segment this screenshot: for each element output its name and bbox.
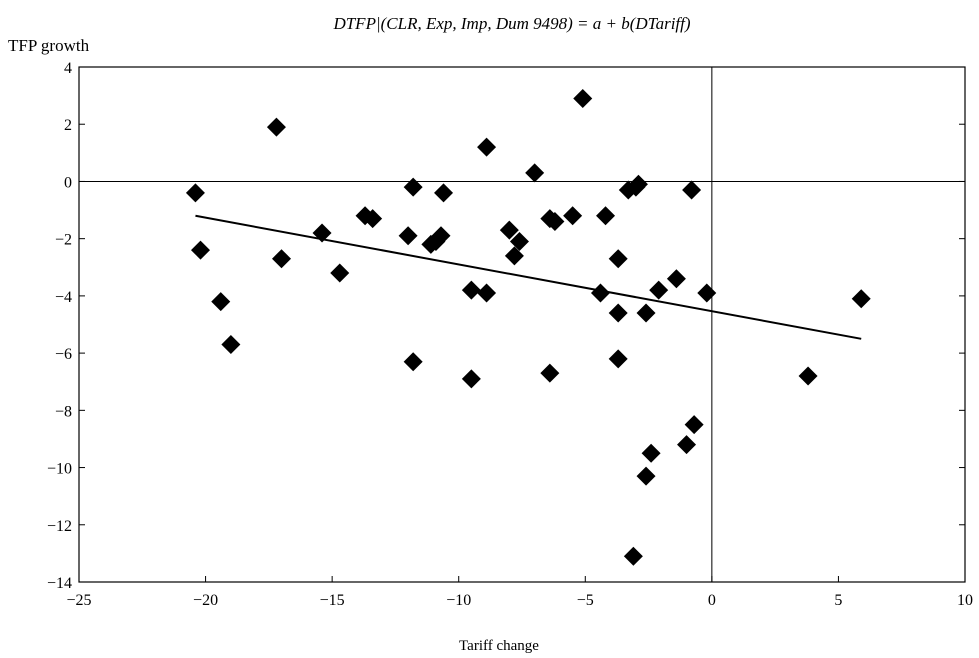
data-point [185, 183, 205, 203]
data-point [330, 263, 350, 283]
data-point [596, 206, 616, 226]
data-point [545, 212, 565, 231]
data-point [636, 466, 656, 486]
data-point [312, 223, 332, 243]
x-tick-label: −5 [577, 592, 594, 609]
plot-area-frame [78, 66, 966, 583]
x-tick-label: −10 [446, 592, 471, 609]
data-point [677, 435, 697, 455]
data-point [697, 283, 717, 303]
data-point [573, 88, 593, 108]
data-point [636, 303, 656, 323]
y-tick-label: −8 [55, 403, 72, 420]
data-point [431, 226, 451, 246]
data-point [363, 209, 383, 229]
data-point [504, 246, 524, 266]
data-point [403, 352, 423, 372]
data-point [477, 283, 497, 303]
x-tick-label: 5 [834, 592, 842, 609]
data-point [563, 206, 583, 226]
data-point [851, 289, 871, 309]
x-tick-label: 10 [957, 592, 973, 609]
data-point [191, 240, 211, 260]
data-point [649, 280, 669, 300]
x-tick-label: 0 [708, 592, 716, 609]
data-point [540, 363, 560, 383]
zero-lines [79, 67, 965, 582]
data-point [266, 117, 286, 137]
y-tick-label: −12 [47, 518, 72, 535]
y-tick-label: −14 [47, 575, 72, 592]
y-tick-label: −10 [47, 461, 72, 478]
y-tick-label: −6 [55, 346, 72, 363]
y-tick-label: −2 [55, 232, 72, 249]
data-point [682, 180, 702, 200]
data-point [798, 366, 818, 386]
y-tick-label: −4 [55, 289, 72, 306]
data-point [608, 349, 628, 369]
data-point [403, 177, 423, 197]
axis-ticks: −25 −20 −15 −10 −5 0 5 10 4 2 0 −2 −4 −6 −8 −10 −12 −14 [47, 60, 973, 609]
y-tick-label: 0 [64, 174, 72, 191]
data-point [628, 174, 648, 194]
data-point [623, 546, 643, 566]
data-point [641, 443, 661, 463]
chart-title: DTFP|(CLR, Exp, Imp, Dum 9498) = a + b(D… [332, 14, 690, 33]
trend-line-group [195, 214, 862, 340]
y-axis-label: TFP growth [8, 36, 90, 55]
data-point [221, 335, 241, 355]
data-point [684, 415, 704, 435]
data-point [211, 292, 231, 312]
data-point [477, 137, 497, 157]
data-points [185, 88, 871, 566]
x-tick-label: −15 [320, 592, 345, 609]
data-point [461, 280, 481, 300]
data-point [272, 249, 292, 269]
x-axis-label: Tariff change [459, 638, 539, 654]
data-point [461, 369, 481, 389]
x-tick-label: −25 [66, 592, 91, 609]
x-tick-label: −20 [193, 592, 218, 609]
data-point [590, 283, 610, 303]
data-point [525, 163, 545, 183]
data-point [608, 303, 628, 323]
data-point [499, 220, 519, 240]
data-point [434, 183, 454, 203]
data-point [509, 232, 529, 252]
data-point [608, 249, 628, 269]
data-point [398, 226, 418, 246]
y-tick-label: 4 [64, 60, 72, 77]
trend-line [195, 214, 862, 340]
data-point [666, 269, 686, 289]
y-tick-label: 2 [64, 117, 72, 134]
